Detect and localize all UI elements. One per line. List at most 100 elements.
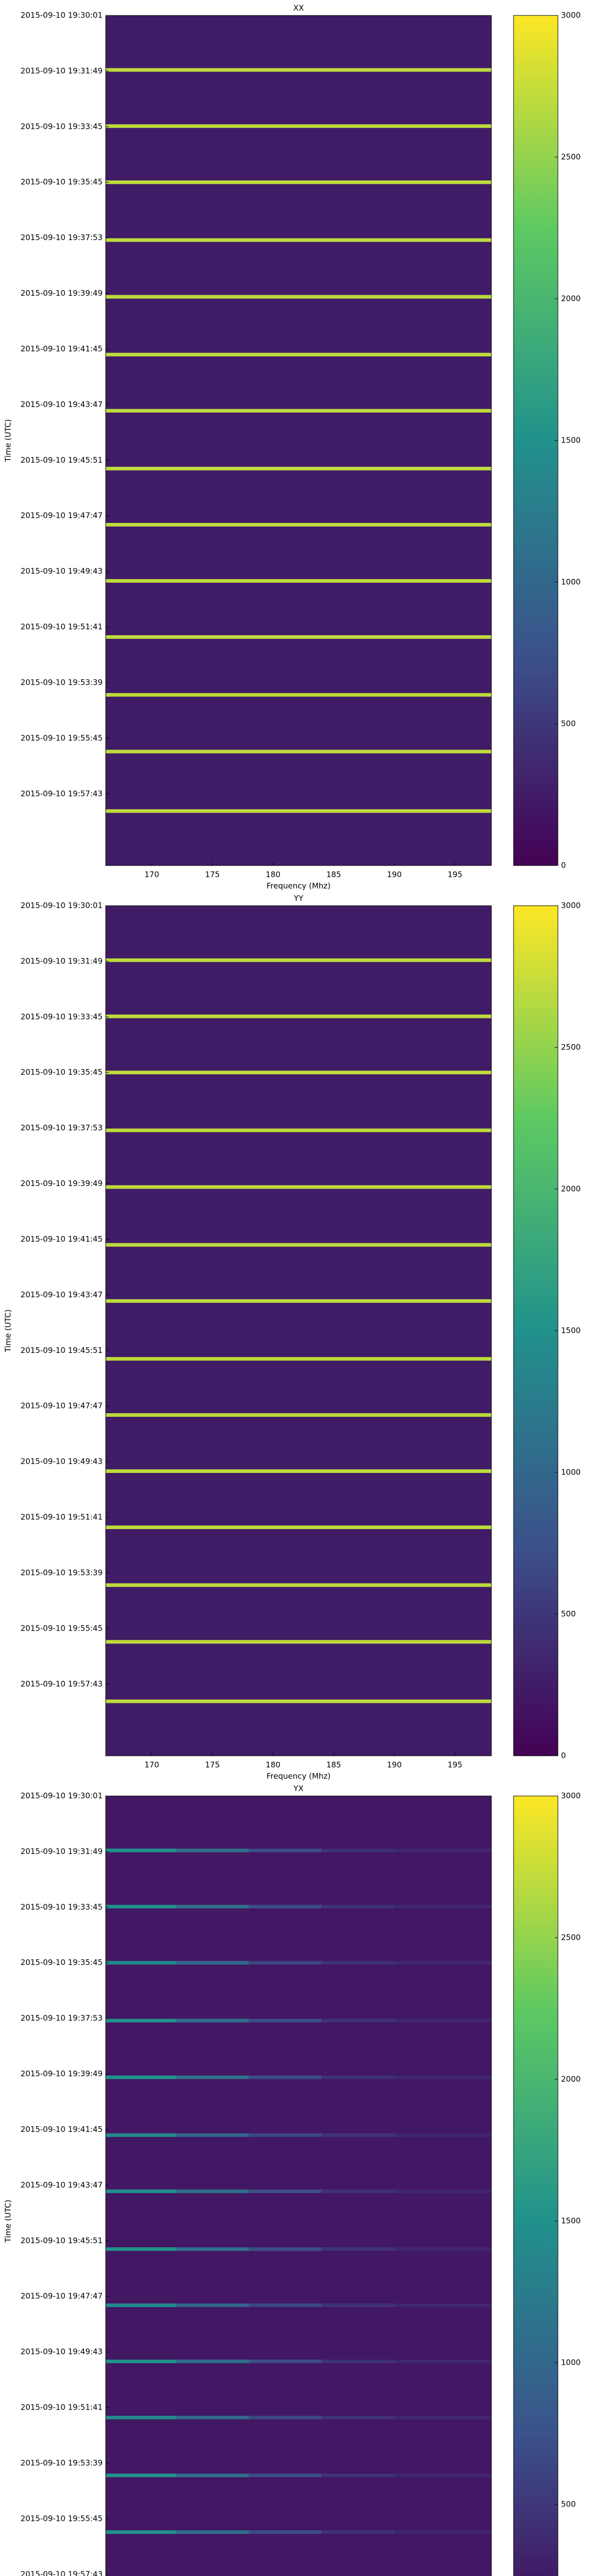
y-tick-label: 2015-09-10 19:35:45 — [21, 177, 103, 187]
heatmap-cell — [106, 295, 491, 299]
heatmap-cell — [106, 1014, 491, 1019]
x-tick-label: 180 — [266, 1760, 280, 1770]
heatmap-cell — [249, 1961, 322, 1965]
y-tick-label: 2015-09-10 19:49:43 — [21, 567, 103, 576]
heatmap-cell — [394, 2133, 491, 2137]
panel: XX 170 175 180 185 190 195 Frequency (Mhz) 2015-… — [4, 4, 581, 891]
y-tick-label: 2015-09-10 19:43:47 — [21, 400, 103, 409]
x-tick-label: 195 — [448, 870, 463, 879]
heatmap-cell — [106, 1071, 491, 1075]
heatmap-cell — [106, 2303, 176, 2307]
y-tick-label: 2015-09-10 19:55:45 — [21, 733, 103, 742]
y-tick-label: 2015-09-10 19:39:49 — [21, 2069, 103, 2078]
heatmap-cell — [106, 2019, 176, 2023]
heatmap-cell — [106, 2359, 176, 2363]
colorbar-tick-label: 1500 — [561, 2216, 581, 2226]
y-tick-label: 2015-09-10 19:51:41 — [21, 2403, 103, 2412]
x-tick-label: 185 — [326, 870, 341, 879]
y-axis-label: Time (UTC) — [4, 419, 13, 463]
colorbar-tick-label: 2500 — [561, 1043, 581, 1052]
y-axis-label: Time (UTC) — [4, 2200, 13, 2243]
y-tick-label: 2015-09-10 19:35:45 — [21, 1958, 103, 1967]
heatmap-cell — [106, 466, 491, 470]
y-tick-label: 2015-09-10 19:41:45 — [21, 2125, 103, 2134]
x-tick-label: 180 — [266, 870, 280, 879]
heatmap-cell — [106, 1299, 491, 1303]
heatmap-cell — [394, 1905, 491, 1909]
heatmap-cell — [394, 2359, 491, 2363]
heatmap-background — [106, 15, 491, 866]
y-tick-label: 2015-09-10 19:31:49 — [21, 66, 103, 75]
heatmap-cell — [394, 2473, 491, 2478]
y-tick-label: 2015-09-10 19:33:45 — [21, 1902, 103, 1911]
y-axis-label: Time (UTC) — [4, 1310, 13, 1353]
y-tick-label: 2015-09-10 19:57:43 — [21, 789, 103, 798]
y-tick-label: 2015-09-10 19:43:47 — [21, 1290, 103, 1299]
heatmap-cell — [394, 2303, 491, 2307]
heatmap-cell — [176, 2530, 249, 2534]
y-tick-label: 2015-09-10 19:41:45 — [21, 1234, 103, 1244]
y-tick-label: 2015-09-10 19:35:45 — [21, 1067, 103, 1077]
y-tick-label: 2015-09-10 19:49:43 — [21, 2347, 103, 2357]
heatmap-cell — [106, 2133, 176, 2137]
heatmap-cell — [249, 1849, 322, 1853]
colorbar-tick-label: 0 — [561, 861, 566, 870]
heatmap-cell — [106, 2247, 176, 2251]
colorbar-tick-label: 1000 — [561, 578, 581, 587]
heatmap-cell — [394, 1849, 491, 1853]
colorbar-tick-label: 500 — [561, 719, 576, 728]
panel-title: YY — [293, 894, 304, 903]
y-tick-label: 2015-09-10 19:31:49 — [21, 956, 103, 965]
heatmap-cell — [106, 1128, 491, 1132]
heatmap-cell — [106, 1469, 491, 1473]
heatmap-cell — [106, 1699, 491, 1703]
heatmap-cell — [249, 2415, 322, 2419]
heatmap-cell — [106, 238, 491, 242]
heatmap-cell — [321, 1849, 394, 1853]
y-tick-label: 2015-09-10 19:30:01 — [21, 1791, 103, 1801]
heatmap-cell — [106, 1243, 491, 1247]
heatmap-cell — [249, 2530, 322, 2534]
x-tick-label: 190 — [387, 1760, 402, 1770]
y-tick-label: 2015-09-10 19:53:39 — [21, 1568, 103, 1577]
heatmap-cell — [394, 1961, 491, 1965]
heatmap-cell — [176, 1905, 249, 1909]
y-tick-label: 2015-09-10 19:30:01 — [21, 11, 103, 20]
y-tick-label: 2015-09-10 19:31:49 — [21, 1846, 103, 1856]
y-tick-label: 2015-09-10 19:53:39 — [21, 677, 103, 687]
colorbar-tick-label: 1000 — [561, 1468, 581, 1477]
y-tick-label: 2015-09-10 19:53:39 — [21, 2458, 103, 2467]
heatmap-cell — [106, 1185, 491, 1189]
heatmap-cell — [176, 2075, 249, 2079]
colorbar-tick-label: 500 — [561, 1609, 576, 1619]
heatmap-cell — [106, 2189, 176, 2193]
heatmap-cell — [249, 1905, 322, 1909]
heatmap-cell — [106, 1961, 176, 1965]
heatmap-cell — [106, 635, 491, 639]
heatmap-cell — [106, 1640, 491, 1644]
y-tick-label: 2015-09-10 19:47:47 — [21, 2292, 103, 2301]
heatmap-cell — [321, 2530, 394, 2534]
heatmap-cell — [106, 809, 491, 813]
heatmap-cell — [106, 2530, 176, 2534]
y-tick-label: 2015-09-10 19:45:51 — [21, 2236, 103, 2245]
x-tick-label: 175 — [205, 870, 220, 879]
heatmap-cell — [321, 2303, 394, 2307]
heatmap-cell — [106, 693, 491, 697]
y-tick-label: 2015-09-10 19:45:51 — [21, 455, 103, 465]
colorbar-tick-label: 3000 — [561, 1791, 581, 1801]
colorbar-tick-label: 0 — [561, 1751, 566, 1760]
y-tick-label: 2015-09-10 19:37:53 — [21, 2013, 103, 2023]
y-tick-label: 2015-09-10 19:57:43 — [21, 1679, 103, 1688]
y-tick-label: 2015-09-10 19:55:45 — [21, 1623, 103, 1633]
heatmap-cell — [176, 2133, 249, 2137]
panel-title: XX — [293, 4, 304, 13]
heatmap-cell — [321, 2189, 394, 2193]
heatmap-cell — [106, 2473, 176, 2478]
x-tick-label: 195 — [448, 1760, 463, 1770]
heatmap-cell — [176, 2473, 249, 2478]
heatmap-cell — [249, 2359, 322, 2363]
heatmap-cell — [106, 1905, 176, 1909]
y-tick-label: 2015-09-10 19:45:51 — [21, 1346, 103, 1355]
